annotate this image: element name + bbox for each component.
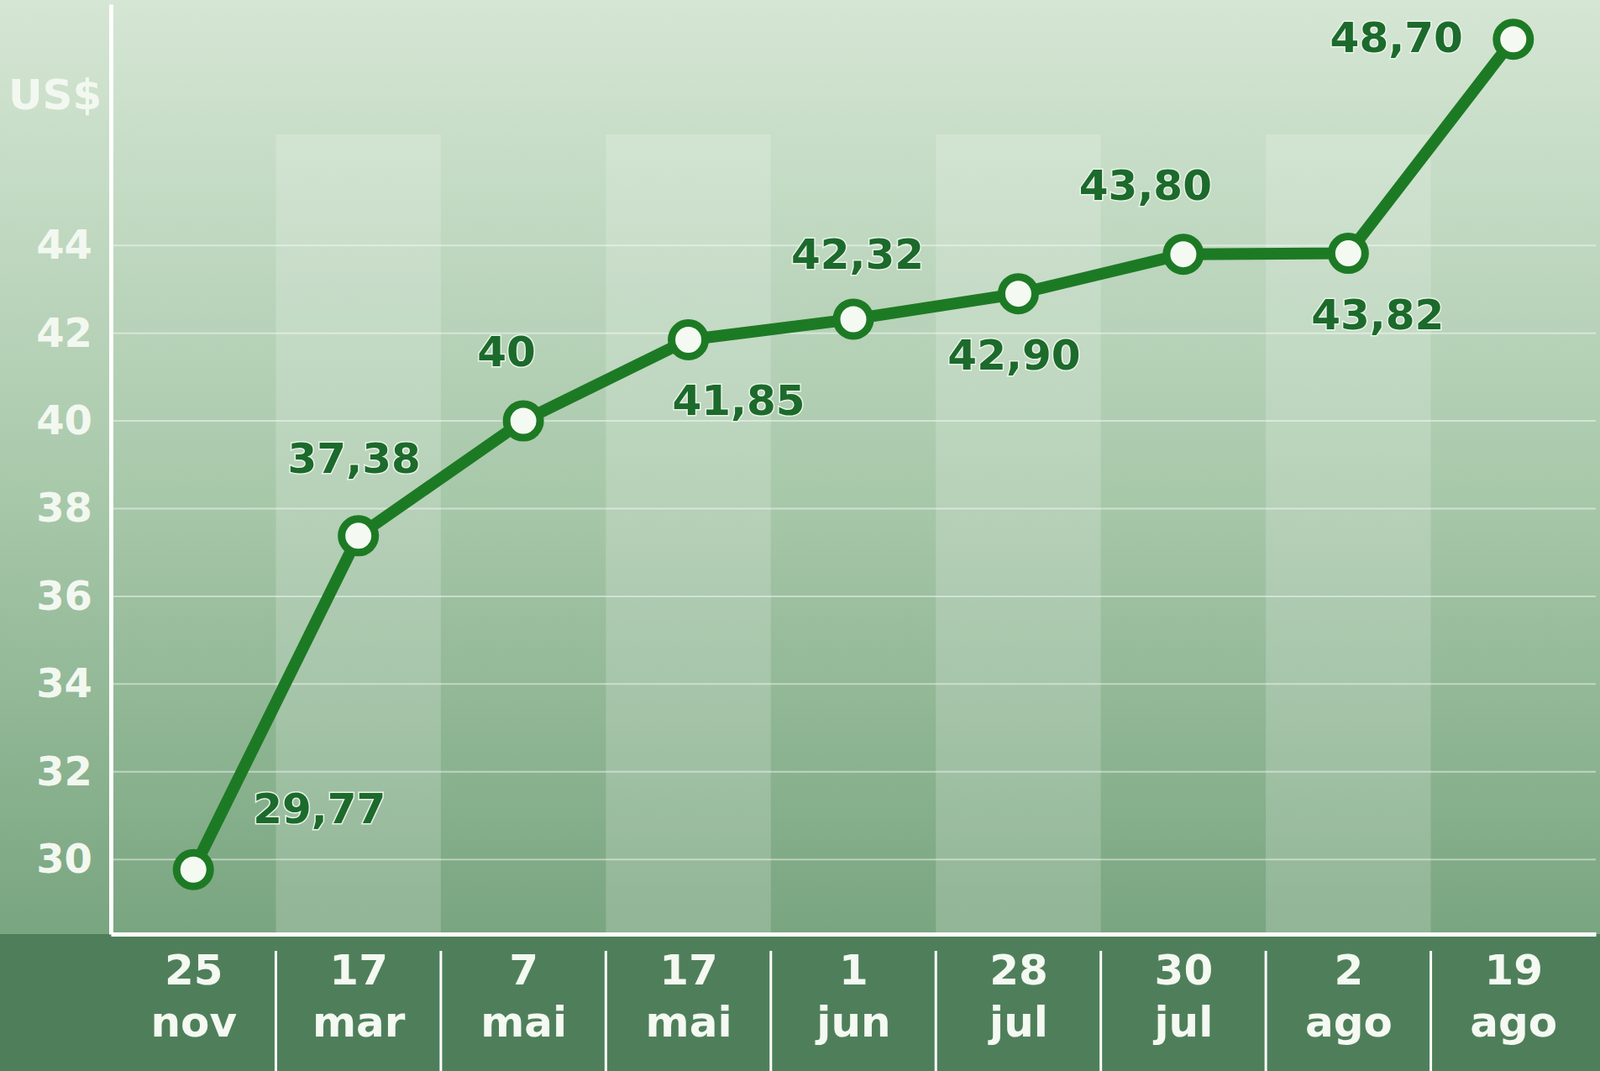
x-tick: 30jul <box>1152 933 1213 1047</box>
point-marker <box>1166 237 1201 272</box>
y-tick: 30 <box>36 834 111 882</box>
y-tick-label: 36 <box>36 571 93 620</box>
column-divider <box>1264 950 1268 1071</box>
x-tick-label-line: 2 <box>1333 945 1364 995</box>
x-tick: 17mar <box>312 933 406 1047</box>
grid-line <box>110 419 1596 422</box>
x-tick-label-line: jul <box>987 997 1049 1047</box>
column-divider <box>1099 950 1102 1071</box>
x-tick-label: 7mai <box>480 945 567 1047</box>
x-tick: 19ago <box>1469 933 1558 1047</box>
data-labels: 29,77 37,38 40 41,85 42,32 42,90 43,80 43,82 48,… <box>252 13 1464 834</box>
x-tick-label-line: 7 <box>508 945 539 995</box>
x-label-band <box>0 933 1600 1071</box>
point-marker <box>1496 22 1531 57</box>
grid-line <box>110 858 1596 861</box>
column-divider <box>604 950 608 1071</box>
y-tick-label: 38 <box>36 483 93 531</box>
point-marker <box>836 302 871 336</box>
column-divider <box>769 950 772 1071</box>
data-label: 42,90 <box>947 330 1081 380</box>
x-tick-label: 25nov <box>150 945 237 1047</box>
y-tick-label: 34 <box>36 659 93 707</box>
y-axis-title: US$ <box>8 70 102 120</box>
y-tick: 44 <box>36 220 111 268</box>
point-marker <box>1001 277 1035 311</box>
column-divider <box>274 950 278 1071</box>
x-tick-label-line: mar <box>312 997 406 1047</box>
x-tick: 1jun <box>814 933 891 1047</box>
column-divider <box>439 950 442 1071</box>
x-tick: 28jul <box>987 933 1049 1047</box>
data-label: 41,85 <box>671 376 805 425</box>
y-tick-label: 32 <box>36 747 93 795</box>
point-marker <box>176 852 210 887</box>
column-divider <box>934 950 938 1071</box>
x-tick-label: 30jul <box>1152 945 1213 1047</box>
point-marker <box>671 322 706 357</box>
x-tick-label-line: ago <box>1305 997 1393 1047</box>
point-marker <box>341 519 376 553</box>
x-tick-label-line: jun <box>814 997 891 1047</box>
x-tick-label-line: 17 <box>329 945 389 995</box>
x-tick-label-line: 1 <box>839 945 869 995</box>
y-tick: 36 <box>36 571 111 620</box>
x-tick-label: 1jun <box>814 945 891 1047</box>
data-label: 43,80 <box>1079 161 1212 210</box>
x-tick-label: 2ago <box>1305 945 1393 1047</box>
x-tick-label-line: jul <box>1152 997 1213 1047</box>
column-divider <box>1429 950 1433 1071</box>
data-label: 40 <box>477 327 536 377</box>
x-tick: 17mai <box>645 933 733 1047</box>
y-tick: 34 <box>36 659 111 707</box>
x-tick-label-line: 28 <box>989 945 1049 995</box>
data-label: 42,32 <box>791 230 924 279</box>
y-axis: 30 32 34 36 38 40 42 44 <box>36 5 111 935</box>
x-tick-label-line: mai <box>645 997 733 1047</box>
y-tick-label: 42 <box>36 308 93 356</box>
x-axis: 25nov17mar7mai17mai1jun28jul30jul2ago19a… <box>111 933 1597 1047</box>
data-label: 29,77 <box>252 784 386 834</box>
column-band <box>935 134 1101 934</box>
x-tick-label-line: nov <box>150 997 237 1047</box>
x-tick-label-line: 30 <box>1154 945 1214 995</box>
column-band <box>605 134 771 934</box>
x-axis-line <box>111 932 1597 937</box>
point-marker <box>506 403 541 438</box>
y-tick: 38 <box>36 483 111 531</box>
x-tick-label: 17mai <box>645 945 733 1047</box>
plot-area <box>176 22 1531 887</box>
x-tick-label: 17mar <box>312 945 406 1047</box>
grid-line <box>110 771 1596 773</box>
point-marker <box>1331 236 1365 271</box>
x-tick-label: 19ago <box>1469 945 1558 1047</box>
data-label: 48,70 <box>1330 13 1464 63</box>
data-label: 43,82 <box>1311 290 1444 340</box>
price-line <box>193 39 1514 870</box>
y-axis-line <box>109 5 114 935</box>
grid-line <box>110 682 1596 685</box>
grid <box>110 245 1596 860</box>
background <box>0 0 1600 1071</box>
y-tick: 42 <box>36 308 111 356</box>
y-tick: 32 <box>36 747 111 795</box>
x-tick-label-line: mai <box>480 997 567 1047</box>
y-tick-label: 44 <box>36 220 93 268</box>
y-tick-label: 40 <box>36 396 93 444</box>
x-tick-label: 28jul <box>987 945 1049 1047</box>
y-tick: 40 <box>36 396 111 444</box>
data-label: 37,38 <box>288 434 421 483</box>
x-tick-label-line: 19 <box>1484 945 1543 995</box>
x-tick-label-line: 17 <box>659 945 719 995</box>
y-tick-label: 30 <box>36 834 93 882</box>
x-tick-label-line: ago <box>1469 997 1558 1047</box>
x-tick: 7mai <box>480 933 567 1047</box>
grid-line <box>110 507 1596 509</box>
x-tick: 25nov <box>150 933 237 1047</box>
x-tick-label-line: 25 <box>164 945 224 995</box>
chart: 3032343638404244US$25nov17mar7mai17mai1j… <box>0 0 1600 1071</box>
x-tick: 2ago <box>1305 933 1393 1047</box>
